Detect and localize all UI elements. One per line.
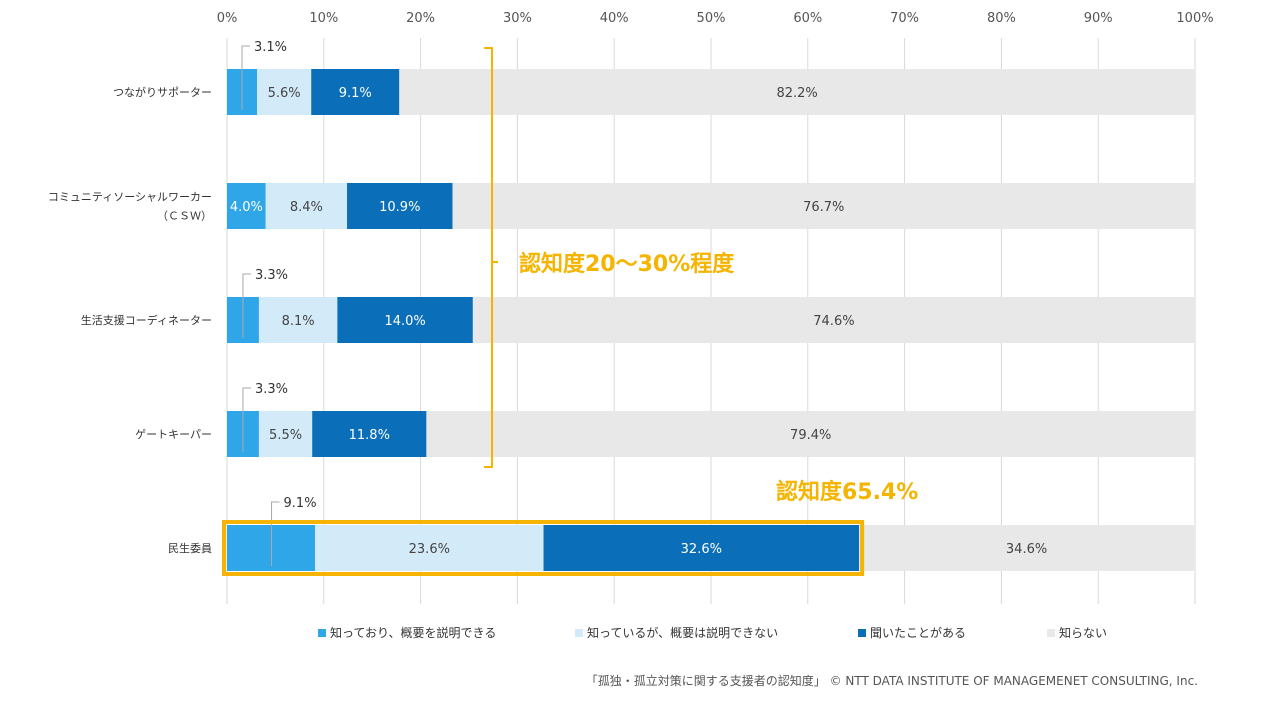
- x-tick-label: 70%: [890, 11, 919, 26]
- data-label: 4.0%: [230, 200, 263, 215]
- bar-segment: [452, 183, 1195, 229]
- bar-segment: [257, 69, 312, 115]
- bar-segment: [399, 69, 1196, 115]
- x-tick-label: 50%: [697, 11, 726, 26]
- x-tick-label: 20%: [406, 11, 435, 26]
- annotation-text: 認知度20～30%程度: [519, 251, 735, 277]
- legend-label: 知っており、概要を説明できる: [330, 625, 496, 640]
- data-label: 76.7%: [803, 200, 844, 215]
- category-label: 民生委員: [168, 541, 212, 555]
- category-label: つながりサポーター: [113, 85, 212, 99]
- x-tick-label: 10%: [309, 11, 338, 26]
- legend-swatch: [858, 629, 866, 637]
- bar-segment: [227, 183, 266, 229]
- bar-segment: [337, 297, 473, 343]
- bar-segment: [265, 183, 348, 229]
- legend-label: 聞いたことがある: [870, 625, 966, 640]
- x-tick-label: 30%: [503, 11, 532, 26]
- data-label: 10.9%: [379, 200, 420, 215]
- bar-segment: [258, 297, 338, 343]
- data-label: 5.5%: [269, 428, 302, 443]
- annotation-bracket: [484, 47, 498, 468]
- legend-label: 知っているが、概要は説明できない: [587, 625, 778, 640]
- data-label: 8.4%: [290, 200, 323, 215]
- bar-segment: [312, 411, 427, 457]
- data-label: 11.8%: [349, 428, 390, 443]
- category-label: 生活支援コーディネーター: [81, 313, 212, 327]
- x-tick-label: 100%: [1176, 11, 1213, 26]
- data-label: 3.3%: [255, 268, 288, 283]
- data-label: 74.6%: [813, 314, 854, 329]
- data-label: 23.6%: [409, 542, 450, 557]
- data-label: 8.1%: [282, 314, 315, 329]
- data-label: 79.4%: [790, 428, 831, 443]
- legend-swatch: [575, 629, 583, 637]
- x-tick-label: 40%: [600, 11, 629, 26]
- x-tick-label: 60%: [793, 11, 822, 26]
- bar-segment: [315, 525, 544, 571]
- bar-segment: [347, 183, 453, 229]
- data-label: 3.3%: [255, 382, 288, 397]
- callout-line: [241, 45, 251, 110]
- bar-segment: [426, 411, 1196, 457]
- data-label: 3.1%: [254, 40, 287, 55]
- footer-credit: 「孤独・孤立対策に関する支援者の認知度」 © NTT DATA INSTITUT…: [585, 674, 1198, 688]
- x-tick-label: 90%: [1084, 11, 1113, 26]
- x-tick-label: 0%: [217, 11, 238, 26]
- legend-swatch: [318, 629, 326, 637]
- legend-swatch: [1047, 629, 1055, 637]
- data-label: 32.6%: [681, 542, 722, 557]
- data-label: 34.6%: [1006, 542, 1047, 557]
- annotation-text: 認知度65.4%: [776, 479, 918, 505]
- data-label: 9.1%: [284, 496, 317, 511]
- category-label: （ＣＳＷ）: [157, 210, 212, 223]
- category-label: ゲートキーパー: [135, 428, 212, 441]
- data-label: 14.0%: [384, 314, 425, 329]
- bar-segment: [859, 525, 1195, 571]
- x-tick-label: 80%: [987, 11, 1016, 26]
- data-label: 82.2%: [776, 86, 817, 101]
- callout-line: [271, 501, 280, 566]
- legend-label: 知らない: [1059, 626, 1107, 640]
- bar-segment: [472, 297, 1195, 343]
- callout-line: [242, 387, 251, 452]
- data-label: 9.1%: [339, 86, 372, 101]
- category-label: コミュニティソーシャルワーカー: [48, 191, 212, 204]
- data-label: 5.6%: [268, 86, 301, 101]
- bar-segment: [258, 411, 313, 457]
- bar-segment: [543, 525, 860, 571]
- callout-line: [242, 273, 251, 338]
- highlight-box: [222, 520, 865, 576]
- bar-segment: [311, 69, 400, 115]
